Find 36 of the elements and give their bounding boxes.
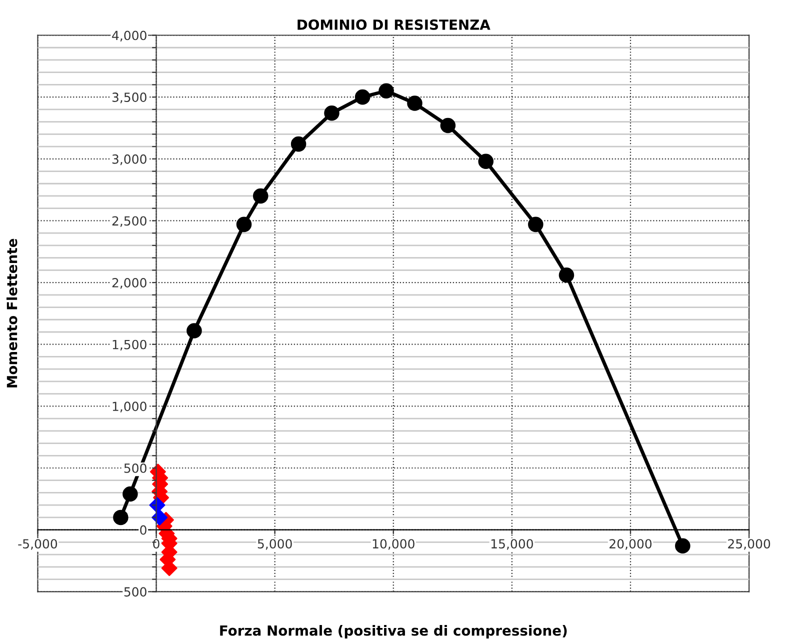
y-axis-title: Momento Flettente	[6, 238, 18, 388]
point	[122, 486, 138, 502]
y-tick-label: 3,000	[112, 154, 146, 166]
point	[354, 89, 370, 105]
point	[113, 510, 128, 526]
x-tick-label: 5,000	[258, 539, 292, 550]
y-tick-label: 2,000	[112, 278, 146, 289]
y-tick-label: 3,500	[112, 92, 146, 104]
chart-title: DOMINIO DI RESISTENZA	[298, 19, 490, 30]
y-tick-label: 1,500	[112, 340, 146, 351]
point	[528, 216, 544, 232]
y-tick-label: 500	[124, 463, 146, 473]
point	[440, 118, 456, 134]
x-tick-label: 20,000	[610, 539, 652, 550]
x-tick-label: 15,000	[491, 539, 533, 550]
point	[378, 83, 394, 99]
point	[290, 136, 306, 152]
point	[558, 267, 574, 283]
y-tick-label: 1,000	[112, 402, 146, 412]
x-tick-label: 25,000	[728, 539, 770, 550]
y-tick-label: 2,500	[112, 216, 146, 227]
x-tick-label: 0	[153, 539, 160, 549]
point	[252, 188, 268, 204]
point	[675, 538, 690, 554]
y-tick-label: 4,000	[112, 30, 146, 42]
x-axis-title: Forza Normale (positiva se di compressione)	[220, 625, 567, 638]
x-tick-label: 10,000	[372, 539, 414, 550]
y-tick-label: 0	[140, 525, 146, 535]
point	[152, 509, 168, 526]
point	[324, 106, 340, 121]
point	[407, 96, 422, 111]
x-tick-label: -5,000	[18, 539, 58, 550]
point	[236, 216, 252, 232]
point	[186, 323, 202, 338]
point	[478, 154, 494, 170]
y-tick-label: 500	[124, 587, 146, 597]
